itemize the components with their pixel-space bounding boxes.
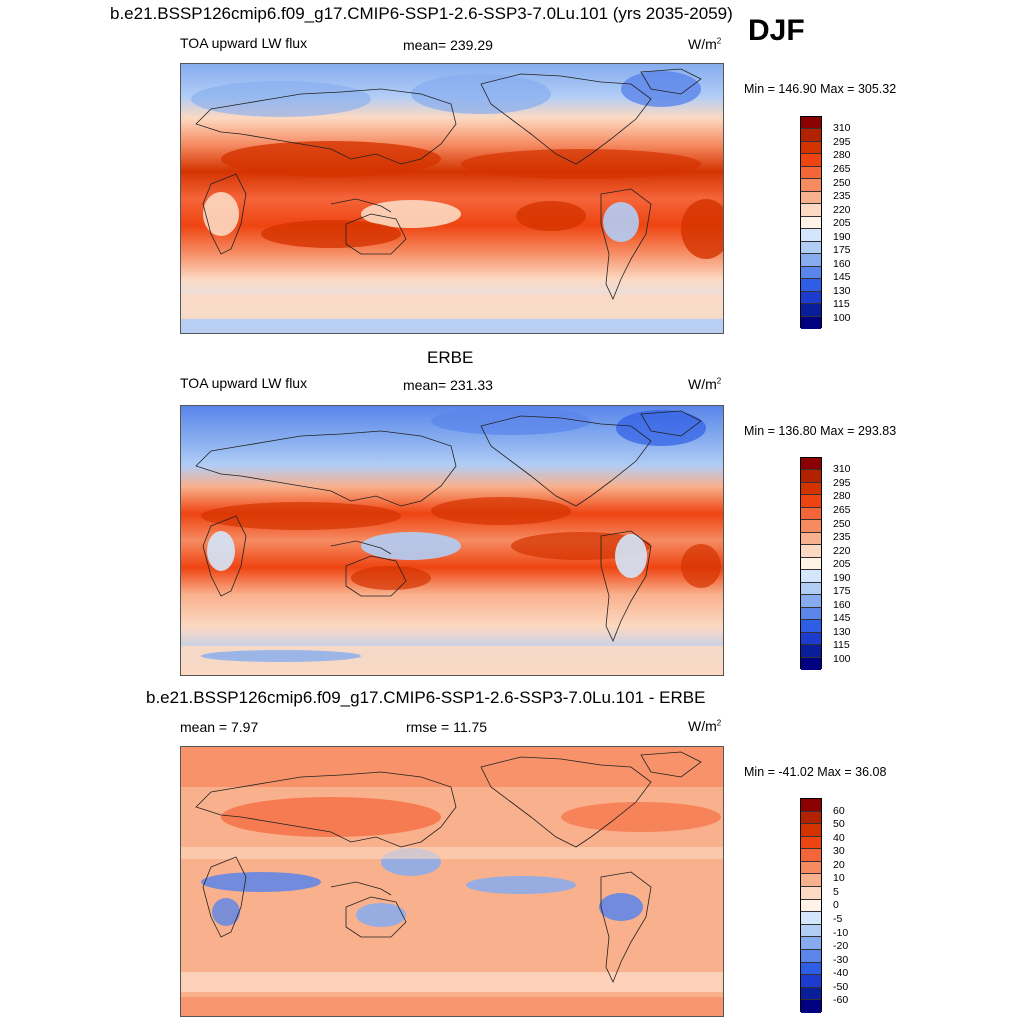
panel2-obs-map (180, 405, 724, 676)
panel3-units: W/m2 (688, 718, 722, 734)
panel3-difference-map (180, 746, 724, 1017)
panel1-cbar-label: 145 (833, 271, 851, 283)
panel1-variable-label: TOA upward LW flux (180, 35, 308, 51)
panel2-cbar-label: 205 (833, 558, 851, 570)
panel1-cbar-label: 280 (833, 149, 851, 161)
figure-title: b.e21.BSSP126cmip6.f09_g17.CMIP6-SSP1-2.… (110, 4, 733, 23)
panel1-cbar-label: 160 (833, 258, 851, 270)
panel2-heading: ERBE (427, 348, 474, 367)
panel2-cbar-label: 190 (833, 572, 851, 584)
panel1-units: W/m2 (688, 36, 722, 52)
panel1-cbar-label: 205 (833, 217, 851, 229)
panel3-minmax: Min = -41.02 Max = 36.08 (744, 765, 887, 779)
panel3-cbar-label: 40 (833, 832, 845, 844)
panel1-model-map (180, 63, 724, 334)
panel3-cbar-label: -40 (833, 967, 849, 979)
panel2-cbar-label: 295 (833, 477, 851, 489)
panel3-cbar-label: -60 (833, 994, 849, 1006)
panel3-cbar-label: 30 (833, 845, 845, 857)
panel3-cbar-label: -30 (833, 954, 849, 966)
panel2-mean-label: mean= 231.33 (403, 377, 493, 393)
panel2-cbar-label: 145 (833, 612, 851, 624)
panel1-colorbar (800, 116, 822, 329)
panel1-cbar-label: 190 (833, 231, 851, 243)
panel1-mean-label: mean= 239.29 (403, 37, 493, 53)
panel3-cbar-label: -50 (833, 981, 849, 993)
panel3-cbar-label: -5 (833, 913, 843, 925)
panel1-cbar-label: 115 (833, 298, 850, 310)
panel2-cbar-label: 310 (833, 463, 851, 475)
panel3-cbar-label: 5 (833, 886, 839, 898)
panel1-cbar-label: 310 (833, 122, 851, 134)
panel3-cbar-label: -10 (833, 927, 849, 939)
panel2-cbar-label: 235 (833, 531, 851, 543)
panel3-cbar-label: 60 (833, 805, 845, 817)
panel3-cbar-label: 10 (833, 872, 845, 884)
panel2-cbar-label: 115 (833, 639, 850, 651)
panel1-cbar-label: 265 (833, 163, 851, 175)
panel3-colorbar (800, 798, 822, 1013)
season-label: DJF (748, 14, 805, 47)
panel1-cbar-label: 130 (833, 285, 851, 297)
panel2-cbar-label: 100 (833, 653, 851, 665)
panel2-units: W/m2 (688, 376, 722, 392)
panel2-variable-label: TOA upward LW flux (180, 375, 308, 391)
panel2-cbar-label: 250 (833, 518, 851, 530)
panel1-cbar-label: 220 (833, 204, 851, 216)
panel2-cbar-label: 160 (833, 599, 851, 611)
panel3-cbar-label: 0 (833, 899, 839, 911)
panel3-cbar-label: 50 (833, 818, 845, 830)
panel2-cbar-label: 280 (833, 490, 851, 502)
panel2-cbar-label: 220 (833, 545, 851, 557)
panel1-cbar-label: 175 (833, 244, 851, 256)
panel3-mean-label: mean = 7.97 (180, 719, 259, 735)
panel2-cbar-label: 130 (833, 626, 851, 638)
panel1-cbar-label: 235 (833, 190, 851, 202)
panel3-cbar-label: -20 (833, 940, 849, 952)
panel1-cbar-label: 100 (833, 312, 851, 324)
panel3-heading: b.e21.BSSP126cmip6.f09_g17.CMIP6-SSP1-2.… (146, 688, 706, 707)
panel1-cbar-label: 295 (833, 136, 851, 148)
panel1-minmax: Min = 146.90 Max = 305.32 (744, 82, 897, 96)
panel2-minmax: Min = 136.80 Max = 293.83 (744, 424, 897, 438)
panel2-cbar-label: 265 (833, 504, 851, 516)
panel2-cbar-label: 175 (833, 585, 851, 597)
panel1-cbar-label: 250 (833, 177, 851, 189)
panel3-cbar-label: 20 (833, 859, 845, 871)
panel3-rmse-label: rmse = 11.75 (406, 719, 488, 735)
panel2-colorbar (800, 457, 822, 670)
